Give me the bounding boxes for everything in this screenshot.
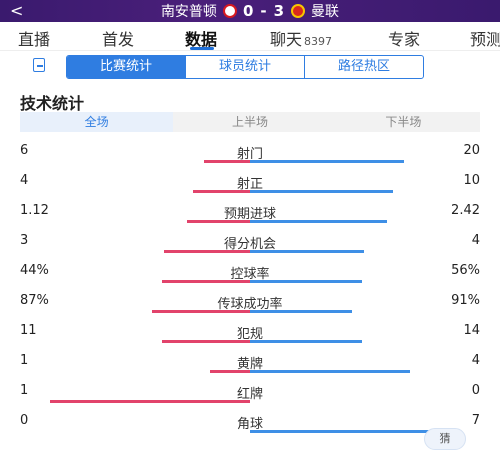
stat-label: 角球 bbox=[236, 417, 263, 432]
stat-label: 预期进球 bbox=[223, 207, 276, 222]
stat-row: 4 射正 10 bbox=[0, 173, 500, 203]
stat-row: 1.12 预期进球 2.42 bbox=[0, 203, 500, 233]
home-stat-value: 1 bbox=[20, 383, 29, 398]
away-stat-value: 4 bbox=[471, 353, 480, 368]
away-stat-value: 14 bbox=[463, 323, 480, 338]
home-stat-bar bbox=[187, 220, 250, 223]
guess-bubble[interactable]: 猜 bbox=[424, 428, 466, 450]
tab-live[interactable]: 直播 bbox=[18, 30, 51, 49]
tab-stats[interactable]: 数据 bbox=[185, 30, 218, 49]
match-score-bar: 南安普顿 0 - 3 曼联 bbox=[0, 0, 500, 22]
subtab-heat-map[interactable]: 路径热区 bbox=[304, 56, 423, 78]
away-stat-value: 91% bbox=[451, 293, 480, 308]
stat-row: 11 犯规 14 bbox=[0, 323, 500, 353]
home-stat-value: 11 bbox=[20, 323, 37, 338]
home-stat-value: 44% bbox=[20, 263, 49, 278]
away-stat-bar bbox=[250, 430, 450, 433]
stat-label: 射门 bbox=[236, 147, 263, 162]
match-header: < 南安普顿 0 - 3 曼联 bbox=[0, 0, 500, 22]
away-stat-bar bbox=[250, 340, 362, 343]
score-separator: - bbox=[260, 2, 268, 20]
document-icon[interactable] bbox=[33, 58, 45, 72]
away-stat-value: 7 bbox=[471, 413, 480, 428]
tab-chat-label: 聊天 bbox=[270, 30, 303, 49]
back-icon[interactable]: < bbox=[10, 1, 24, 20]
away-stat-bar bbox=[250, 250, 364, 253]
stat-label: 射正 bbox=[236, 177, 263, 192]
stat-row: 6 射门 20 bbox=[0, 143, 500, 173]
main-tabs: 直播 首发 数据 聊天 8397 专家 预测 bbox=[0, 22, 500, 51]
stat-row: 1 黄牌 4 bbox=[0, 353, 500, 383]
home-stat-value: 0 bbox=[20, 413, 29, 428]
stat-label: 黄牌 bbox=[236, 357, 263, 372]
home-stat-bar bbox=[193, 190, 250, 193]
away-stat-bar bbox=[250, 160, 404, 163]
home-team-name[interactable]: 南安普顿 bbox=[160, 4, 217, 20]
stat-label: 传球成功率 bbox=[217, 297, 283, 312]
home-stat-value: 1 bbox=[20, 353, 29, 368]
away-stat-bar bbox=[250, 280, 362, 283]
home-stat-bar bbox=[152, 310, 250, 313]
home-stat-bar bbox=[162, 280, 250, 283]
stat-row: 0 角球 7 bbox=[0, 413, 500, 443]
stat-row: 44% 控球率 56% bbox=[0, 263, 500, 293]
stat-row: 87% 传球成功率 91% bbox=[0, 293, 500, 323]
tab-experts[interactable]: 专家 bbox=[388, 30, 421, 49]
away-stat-bar bbox=[250, 370, 410, 373]
home-crest-icon bbox=[222, 4, 237, 18]
stat-row: 3 得分机会 4 bbox=[0, 233, 500, 263]
home-stat-value: 4 bbox=[20, 173, 29, 188]
home-stat-value: 3 bbox=[20, 233, 29, 248]
stats-subtabs: 比赛统计 球员统计 路径热区 bbox=[66, 55, 424, 79]
period-second-half[interactable]: 下半场 bbox=[385, 115, 422, 129]
home-stat-bar bbox=[210, 370, 250, 373]
away-stat-value: 20 bbox=[463, 143, 480, 158]
away-stat-value: 0 bbox=[471, 383, 480, 398]
stat-label: 控球率 bbox=[230, 267, 270, 282]
stat-label: 得分机会 bbox=[223, 237, 276, 252]
tab-predict[interactable]: 预测 bbox=[470, 30, 500, 49]
period-full[interactable]: 全场 bbox=[20, 112, 174, 132]
away-stat-bar bbox=[250, 190, 393, 193]
period-selector: 全场 上半场 下半场 bbox=[20, 112, 480, 132]
period-first-half[interactable]: 上半场 bbox=[231, 115, 268, 129]
away-stat-value: 10 bbox=[463, 173, 480, 188]
subtab-player-stats[interactable]: 球员统计 bbox=[185, 56, 304, 78]
tab-chat[interactable]: 聊天 8397 bbox=[270, 26, 332, 50]
home-stat-value: 1.12 bbox=[20, 203, 49, 218]
away-stat-bar bbox=[250, 220, 387, 223]
home-stat-value: 87% bbox=[20, 293, 49, 308]
stat-label: 红牌 bbox=[236, 387, 263, 402]
home-stat-bar bbox=[204, 160, 250, 163]
away-score: 3 bbox=[273, 2, 286, 20]
chat-count: 8397 bbox=[304, 35, 333, 48]
away-stat-value: 56% bbox=[451, 263, 480, 278]
away-crest-icon bbox=[291, 4, 306, 18]
stat-label: 犯规 bbox=[236, 327, 263, 342]
section-title: 技术统计 bbox=[20, 94, 85, 113]
away-stat-value: 4 bbox=[471, 233, 480, 248]
away-stat-bar bbox=[250, 310, 352, 313]
tab-lineup[interactable]: 首发 bbox=[102, 30, 135, 49]
stat-row: 1 红牌 0 bbox=[0, 383, 500, 413]
home-stat-value: 6 bbox=[20, 143, 29, 158]
active-tab-indicator bbox=[190, 47, 214, 50]
home-stat-bar bbox=[162, 340, 250, 343]
home-stat-bar bbox=[164, 250, 250, 253]
home-score: 0 bbox=[242, 2, 255, 20]
subtab-match-stats[interactable]: 比赛统计 bbox=[67, 56, 185, 78]
away-team-name[interactable]: 曼联 bbox=[311, 4, 340, 20]
away-stat-value: 2.42 bbox=[451, 203, 480, 218]
home-stat-bar bbox=[50, 400, 250, 403]
